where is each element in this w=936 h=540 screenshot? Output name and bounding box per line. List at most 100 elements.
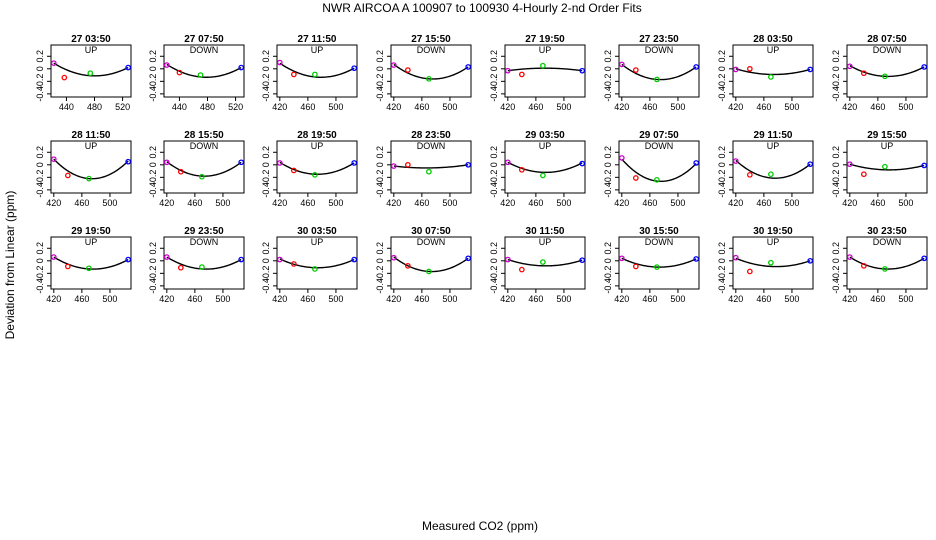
data-point: [426, 75, 432, 82]
data-point: [768, 259, 774, 266]
y-tick-label: 0: [831, 258, 841, 263]
x-tick-label: 520: [115, 102, 130, 112]
y-tick-label: -0.4: [717, 278, 727, 294]
x-tick-label: 460: [300, 102, 315, 112]
data-point: [518, 266, 525, 273]
data-point: [860, 171, 867, 178]
x-tick-label: 460: [74, 294, 89, 304]
y-tick-label: -0.2: [375, 266, 385, 282]
y-tick-label: -0.2: [717, 74, 727, 90]
x-tick-label: 500: [670, 198, 685, 208]
x-tick-label: 460: [414, 102, 429, 112]
panel-direction: UP: [767, 141, 780, 151]
y-tick-label: 0.2: [489, 50, 499, 63]
data-point: [807, 257, 814, 264]
panel-frame: [618, 44, 700, 98]
data-point: [238, 159, 245, 166]
y-tick-label: 0.2: [261, 146, 271, 159]
data-point: [61, 74, 68, 81]
panel-direction: UP: [767, 45, 780, 55]
x-tick-label: 440: [172, 102, 187, 112]
panel-direction: DOWN: [417, 45, 446, 55]
x-tick-label: 460: [414, 198, 429, 208]
x-tick-label: 420: [159, 198, 174, 208]
panel-direction: UP: [539, 141, 552, 151]
data-point: [276, 59, 283, 66]
data-point: [199, 173, 205, 180]
data-point: [125, 64, 132, 71]
data-point: [86, 265, 92, 272]
fit-curve: [735, 68, 811, 76]
x-tick-label: 460: [528, 294, 543, 304]
fit-curve: [621, 63, 697, 81]
x-tick-label: 420: [500, 102, 515, 112]
y-tick-label: -0.2: [717, 170, 727, 186]
data-point: [618, 255, 625, 262]
y-tick-label: -0.4: [717, 182, 727, 198]
x-tick-label: 460: [642, 294, 657, 304]
panel-frame: [50, 140, 132, 194]
y-tick-label: -0.2: [831, 170, 841, 186]
panel-frame: [390, 44, 472, 98]
panel-direction: UP: [85, 237, 98, 247]
data-point: [290, 71, 297, 78]
y-tick-label: 0: [831, 162, 841, 167]
data-point: [199, 264, 205, 270]
x-tick-label: 500: [442, 294, 457, 304]
panel-frame: [618, 236, 700, 290]
panel-frame: [276, 44, 358, 98]
data-point: [404, 161, 411, 168]
data-point: [882, 163, 888, 170]
y-tick-label: 0: [603, 258, 613, 263]
x-tick-label: 500: [442, 198, 457, 208]
y-tick-label: 0: [489, 162, 499, 167]
x-tick-label: 460: [74, 198, 89, 208]
x-tick-label: 420: [614, 294, 629, 304]
y-tick-label: -0.4: [603, 182, 613, 198]
data-point: [654, 176, 660, 183]
data-point: [163, 159, 170, 166]
panel-frame: [163, 44, 245, 98]
x-tick-label: 460: [756, 294, 771, 304]
y-tick-label: -0.4: [831, 86, 841, 102]
data-point: [351, 160, 358, 166]
x-tick-label: 460: [870, 102, 885, 112]
data-point: [290, 167, 297, 174]
data-point: [579, 257, 586, 264]
x-tick-label: 460: [187, 294, 202, 304]
fit-curve: [849, 163, 925, 171]
x-tick-label: 500: [442, 102, 457, 112]
panel-title: 27 19:50: [525, 34, 565, 45]
panel-title: 30 15:50: [639, 226, 679, 237]
y-tick-label: 0.2: [717, 146, 727, 159]
y-tick-label: -0.4: [35, 182, 45, 198]
y-tick-label: 0: [35, 162, 45, 167]
data-point: [732, 66, 739, 73]
x-tick-label: 420: [46, 294, 61, 304]
x-tick-label: 420: [386, 102, 401, 112]
x-tick-label: 420: [728, 294, 743, 304]
y-tick-label: -0.2: [261, 170, 271, 186]
panel-title: 28 23:50: [411, 130, 451, 141]
data-point: [732, 254, 739, 261]
panel-direction: DOWN: [190, 141, 219, 151]
x-tick-label: 500: [556, 294, 571, 304]
y-tick-label: -0.4: [375, 182, 385, 198]
panel-direction: UP: [85, 141, 98, 151]
x-tick-label: 420: [500, 198, 515, 208]
data-point: [693, 64, 700, 70]
data-point: [465, 161, 472, 168]
data-point: [125, 256, 132, 263]
data-point: [163, 254, 170, 260]
panel-direction: UP: [539, 45, 552, 55]
x-tick-label: 500: [784, 102, 799, 112]
data-point: [86, 175, 92, 182]
x-tick-label: 420: [159, 294, 174, 304]
y-tick-label: -0.2: [35, 74, 45, 90]
data-point: [768, 171, 774, 178]
